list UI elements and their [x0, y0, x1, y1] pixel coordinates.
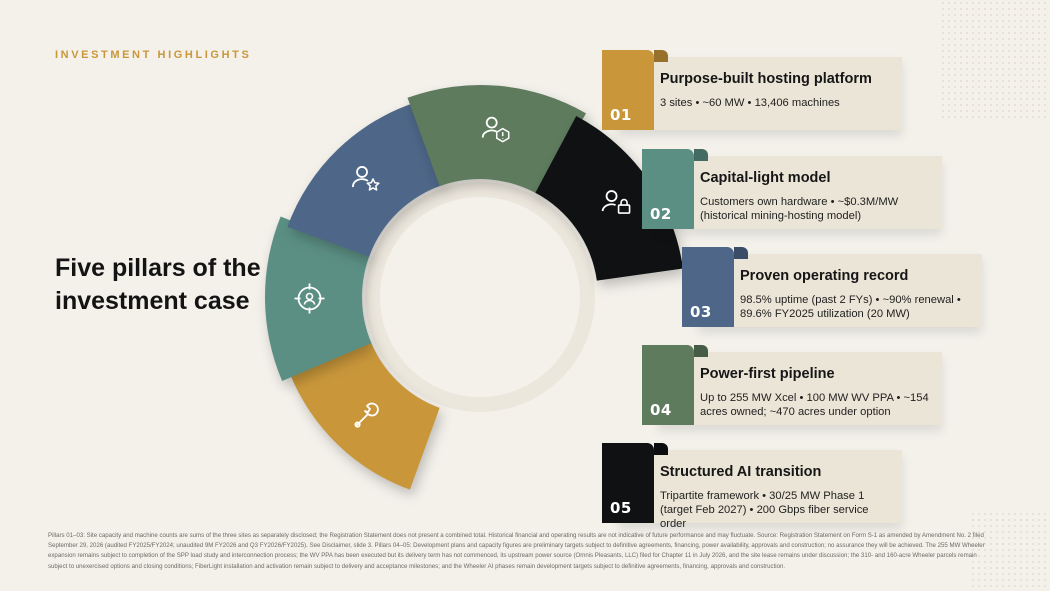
pillar-card-03: 03 Proven operating record 98.5% uptime … — [682, 247, 982, 327]
pillar-title: Proven operating record — [740, 268, 909, 284]
pillar-tab-fold — [734, 247, 748, 259]
pillar-tab-fold — [694, 345, 708, 357]
pillar-description: Customers own hardware • ~$0.3M/MW (hist… — [700, 196, 899, 222]
pillar-number: 04 — [650, 401, 672, 419]
user-alert-icon — [481, 116, 510, 143]
pillar-number-tab: 04 — [642, 345, 708, 425]
pillar-title: Power-first pipeline — [700, 366, 835, 382]
pillar-card-panel — [618, 57, 902, 130]
section-eyebrow: INVESTMENT HIGHLIGHTS — [55, 49, 252, 61]
pillar-title: Capital-light model — [700, 170, 831, 186]
pillar-description: Up to 255 MW Xcel • 100 MW WV PPA • ~154… — [700, 392, 929, 418]
wheel-segment-05 — [535, 115, 684, 281]
pillar-tab-fold — [654, 443, 668, 455]
pillar-card-panel — [658, 352, 942, 425]
user-lock-icon — [601, 190, 631, 214]
pillar-number-tab: 02 — [642, 149, 708, 229]
pillar-card-panel — [618, 450, 902, 523]
pillar-description: Tripartite framework • 30/25 MW Phase 1 … — [660, 490, 869, 530]
wrench-icon — [354, 402, 379, 428]
footnote: Pillars 01–03: Site capacity and machine… — [48, 532, 985, 570]
pillar-title: Structured AI transition — [660, 464, 822, 480]
wheel-segment-04 — [407, 84, 586, 195]
pillar-card-04: 04 Power-first pipeline Up to 255 MW Xce… — [642, 345, 942, 425]
pillar-number-tab: 03 — [682, 247, 748, 327]
dot-pattern-top — [940, 0, 1050, 120]
pillar-card-02: 02 Capital-light model Customers own har… — [642, 149, 942, 229]
pillar-title: Purpose-built hosting platform — [660, 71, 872, 87]
pillar-number-tab: 01 — [602, 50, 668, 130]
wheel-segment-01 — [289, 341, 440, 490]
pillar-tab-fold — [654, 50, 668, 62]
pillar-card-panel — [698, 254, 982, 327]
pillar-number: 01 — [610, 106, 632, 124]
page-title: Five pillars of the investment case — [55, 254, 261, 315]
pillar-number-tab: 05 — [602, 443, 668, 523]
dot-pattern-bottom — [970, 511, 1050, 591]
wheel-hub-inner — [380, 197, 580, 397]
wheel-segment-02 — [265, 216, 372, 382]
pillar-number: 03 — [690, 303, 712, 321]
pillar-description: 98.5% uptime (past 2 FYs) • ~90% renewal… — [740, 294, 961, 320]
pillar-description: 3 sites • ~60 MW • 13,406 machines — [660, 97, 840, 109]
pillar-number: 05 — [610, 499, 632, 517]
pillar-number: 02 — [650, 205, 672, 223]
user-star-icon — [352, 166, 380, 191]
pillar-card-01: 01 Purpose-built hosting platform 3 site… — [602, 50, 902, 130]
pillar-card-panel — [658, 156, 942, 229]
target-user-icon — [294, 283, 325, 314]
pillar-tab-fold — [694, 149, 708, 161]
pillar-card-05: 05 Structured AI transition Tripartite f… — [602, 443, 902, 530]
